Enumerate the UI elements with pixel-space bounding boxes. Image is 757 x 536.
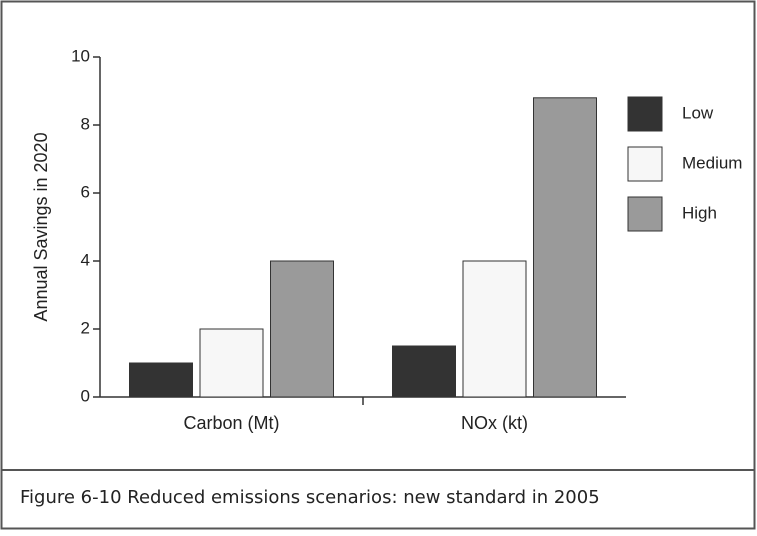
y-tick-label: 10 — [71, 46, 90, 65]
y-tick-label: 2 — [81, 318, 90, 337]
y-tick-label: 8 — [81, 114, 90, 133]
x-tick-label: Carbon (Mt) — [183, 413, 279, 433]
y-tick-label: 4 — [81, 250, 90, 269]
y-tick-label: 0 — [81, 386, 90, 405]
legend-label: Low — [682, 103, 714, 122]
bar — [129, 362, 193, 398]
bar — [199, 328, 264, 398]
legend-swatch — [627, 96, 663, 132]
bar — [533, 97, 597, 398]
bar — [270, 260, 334, 398]
legend-swatch — [627, 196, 663, 232]
x-tick-label: NOx (kt) — [461, 413, 528, 433]
legend-label: High — [682, 203, 717, 222]
caption: Figure 6-10 Reduced emissions scenarios:… — [20, 487, 600, 508]
y-tick-label: 6 — [81, 182, 90, 201]
bar — [462, 260, 527, 398]
y-axis-label: Annual Savings in 2020 — [31, 132, 51, 321]
bar — [392, 345, 456, 398]
legend-swatch — [627, 146, 663, 182]
legend-label: Medium — [682, 153, 742, 172]
